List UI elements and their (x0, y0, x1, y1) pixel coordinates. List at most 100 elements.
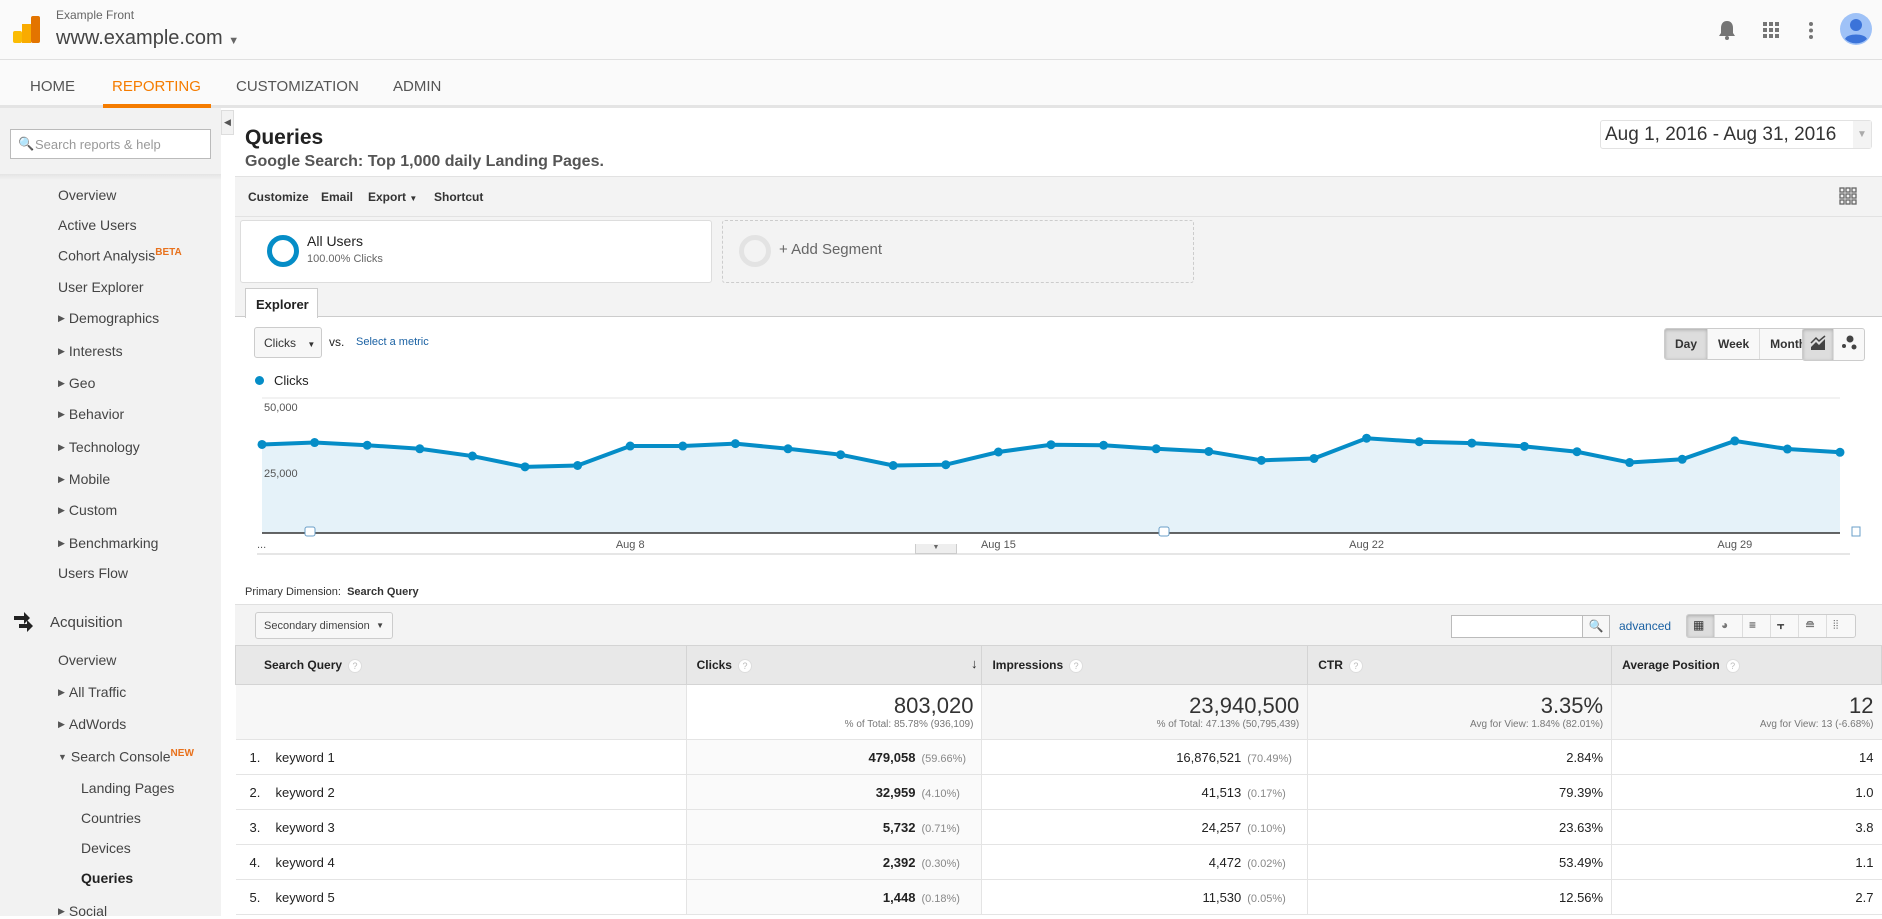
sidebar-item-social[interactable]: ▶ Social (58, 903, 107, 919)
tab-explorer[interactable]: Explorer (245, 288, 318, 318)
help-icon[interactable]: ? (1725, 658, 1740, 673)
primary-dimension-value[interactable]: Search Query (347, 586, 419, 598)
cell-clicks: 479,058 (59.66%) (685, 739, 982, 775)
metric-label: Clicks (264, 336, 296, 350)
tab-home[interactable]: HOME (30, 78, 75, 95)
sidebar-item-label: Active Users (58, 217, 137, 233)
table-row[interactable]: 5. keyword 5 1,448 (0.18%) 11,530 (0.05%) 12.5… (235, 879, 1882, 915)
table-filter-input[interactable] (1451, 615, 1583, 638)
period-week-button[interactable]: Week (1708, 329, 1761, 359)
segment-all-users[interactable]: All Users 100.00% Clicks (240, 220, 712, 283)
sidebar-item-landing-pages[interactable]: Landing Pages (81, 780, 174, 796)
primary-dimension-label: Primary Dimension: (245, 586, 341, 598)
comparison-view-button[interactable]: ⫟ (1771, 615, 1799, 637)
legend-dot-icon (255, 376, 264, 385)
cell-query: 2. keyword 2 (235, 774, 687, 810)
sidebar-item-devices[interactable]: Devices (81, 840, 131, 856)
sidebar-item-benchmarking[interactable]: ▶ Benchmarking (58, 535, 158, 551)
advanced-filter-link[interactable]: advanced (1619, 619, 1672, 633)
export-button[interactable]: Export ▼ (368, 190, 417, 204)
cell-impressions: 16,876,521 (70.49%) (981, 739, 1308, 775)
search-icon: 🔍 (18, 136, 35, 151)
col-search-query[interactable]: Search Query? (235, 645, 687, 685)
sidebar-item-overview[interactable]: Overview (58, 652, 116, 668)
divider (0, 174, 221, 180)
collapse-sidebar-button[interactable]: ◀ (221, 110, 234, 135)
sidebar-item-technology[interactable]: ▶ Technology (58, 439, 140, 455)
tab-admin[interactable]: ADMIN (393, 78, 442, 95)
help-icon[interactable]: ? (737, 658, 752, 673)
sidebar-item-user-explorer[interactable]: User Explorer (58, 279, 144, 295)
sidebar-item-behavior[interactable]: ▶ Behavior (58, 406, 124, 422)
sidebar-item-demographics[interactable]: ▶ Demographics (58, 310, 159, 326)
more-vert-icon[interactable] (1808, 22, 1814, 39)
email-button[interactable]: Email (321, 190, 354, 204)
motion-chart-button[interactable] (1834, 329, 1864, 360)
impressions-pct: (0.05%) (1247, 892, 1286, 905)
help-icon[interactable]: ? (348, 658, 363, 673)
customize-button[interactable]: Customize (248, 190, 309, 204)
select-metric-link[interactable]: Select a metric (356, 336, 429, 348)
table-search-button[interactable]: 🔍 (1583, 615, 1610, 638)
help-icon[interactable]: ? (1348, 658, 1363, 673)
apps-grid-icon[interactable] (1763, 22, 1780, 39)
avatar[interactable] (1840, 13, 1872, 45)
col-average-position[interactable]: Average Position? (1611, 645, 1882, 685)
table-row[interactable]: 4. keyword 4 2,392 (0.30%) 4,472 (0.02%) 53.49… (235, 844, 1882, 880)
sidebar-item-search-console[interactable]: ▼ Search ConsoleNEW (58, 748, 194, 765)
cell-query: 1. keyword 1 (235, 739, 687, 775)
cell-position: 1.0 (1611, 774, 1882, 810)
sidebar-item-overview[interactable]: Overview (58, 187, 116, 203)
sidebar-item-mobile[interactable]: ▶ Mobile (58, 471, 110, 487)
secondary-dimension-dropdown[interactable]: Secondary dimension ▼ (255, 612, 393, 639)
add-segment-button[interactable]: + Add Segment (722, 220, 1194, 283)
percentage-view-button[interactable]: ◕ (1715, 615, 1743, 637)
caret-right-icon: ▶ (58, 687, 65, 697)
sidebar-item-cohort-analysis[interactable]: Cohort AnalysisBETA (58, 247, 182, 264)
sidebar-item-interests[interactable]: ▶ Interests (58, 343, 123, 359)
sidebar-item-label: Devices (81, 840, 131, 856)
search-reports-input[interactable]: 🔍 Search reports & help (10, 129, 211, 159)
query-link[interactable]: keyword 4 (275, 854, 335, 870)
shortcut-button[interactable]: Shortcut (434, 190, 484, 204)
sidebar-item-geo[interactable]: ▶ Geo (58, 375, 95, 391)
query-link[interactable]: keyword 2 (275, 784, 335, 800)
col-ctr[interactable]: CTR? (1307, 645, 1613, 685)
line-chart-button[interactable] (1803, 329, 1834, 360)
sidebar-item-active-users[interactable]: Active Users (58, 217, 137, 233)
sidebar-item-adwords[interactable]: ▶ AdWords (58, 716, 126, 732)
term-cloud-button[interactable]: ≘ (1799, 615, 1827, 637)
clicks-value: 32,959 (875, 784, 916, 800)
sidebar-item-all-traffic[interactable]: ▶ All Traffic (58, 684, 126, 700)
table-row[interactable]: 3. keyword 3 5,732 (0.71%) 24,257 (0.10%) 23.6… (235, 809, 1882, 845)
sidebar-item-users-flow[interactable]: Users Flow (58, 565, 128, 581)
date-range-picker[interactable]: Aug 1, 2016 - Aug 31, 2016 ▼ (1600, 120, 1872, 149)
col-impressions[interactable]: Impressions? (981, 645, 1309, 685)
sidebar-item-countries[interactable]: Countries (81, 810, 141, 826)
bell-icon[interactable] (1717, 19, 1737, 41)
metric-dropdown[interactable]: Clicks ▼ (254, 327, 322, 358)
period-month-button[interactable]: Month (1770, 337, 1807, 351)
impressions-value: 24,257 (1201, 819, 1242, 835)
sidebar-item-custom[interactable]: ▶ Custom (58, 502, 117, 518)
pivot-view-button[interactable]: ⦙⦙ (1827, 615, 1855, 637)
sidebar-item-queries[interactable]: Queries (81, 870, 133, 886)
query-link[interactable]: keyword 3 (275, 819, 335, 835)
tab-customization[interactable]: CUSTOMIZATION (236, 78, 359, 95)
impressions-value: 4,472 (1208, 854, 1242, 870)
table-row[interactable]: 1. keyword 1 479,058 (59.66%) 16,876,521 (70.… (235, 739, 1882, 775)
tab-reporting[interactable]: REPORTING (112, 78, 201, 95)
performance-view-button[interactable]: ≡ (1743, 615, 1771, 637)
collapse-chart-handle[interactable]: ▼ (915, 544, 957, 554)
table-row[interactable]: 2. keyword 2 32,959 (4.10%) 41,513 (0.17%) 79.… (235, 774, 1882, 810)
help-icon[interactable]: ? (1069, 658, 1084, 673)
data-view-button[interactable]: ▦ (1687, 615, 1715, 637)
sidebar-section-acquisition[interactable]: Acquisition (14, 612, 123, 632)
property-selector[interactable]: www.example.com ▼ (56, 26, 239, 53)
col-clicks[interactable]: Clicks? ↓ (685, 645, 983, 685)
query-link[interactable]: keyword 5 (275, 889, 335, 905)
caret-right-icon: ▶ (58, 474, 65, 484)
query-link[interactable]: keyword 1 (275, 749, 335, 765)
period-day-button[interactable]: Day (1665, 329, 1709, 359)
report-grid-icon[interactable] (1839, 187, 1858, 206)
